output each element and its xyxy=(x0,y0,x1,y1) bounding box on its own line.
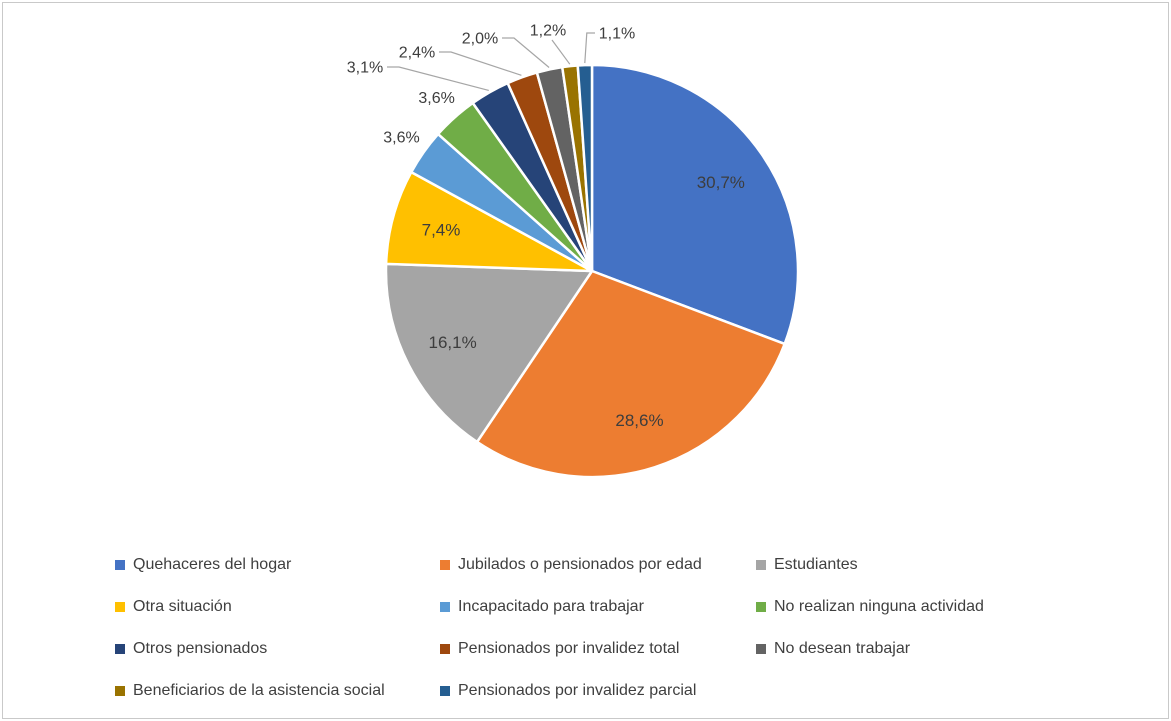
legend-item-7: Otros pensionados xyxy=(115,639,440,659)
pie-slice-11 xyxy=(576,63,594,273)
leader-line-9 xyxy=(502,37,550,68)
legend-label: Quehaceres del hogar xyxy=(133,556,292,573)
legend-swatch-icon xyxy=(440,560,450,570)
data-label-9: 2,0% xyxy=(462,31,498,48)
legend-label: Otros pensionados xyxy=(133,640,268,657)
legend-swatch-icon xyxy=(440,644,450,654)
legend-swatch-icon xyxy=(115,602,125,612)
legend-label: Estudiantes xyxy=(774,556,858,573)
legend-item-4: Otra situación xyxy=(115,597,440,617)
pie-slice-2 xyxy=(475,269,786,479)
legend-label: Incapacitado para trabajar xyxy=(458,598,644,615)
leader-line-7 xyxy=(387,66,489,91)
legend-swatch-icon xyxy=(756,602,766,612)
data-label-5: 3,6% xyxy=(383,129,419,146)
legend-item-10: Beneficiarios de la asistencia social xyxy=(115,681,440,701)
legend-swatch-icon xyxy=(756,560,766,570)
legend-item-1: Quehaceres del hogar xyxy=(115,555,440,575)
pie-slice-1 xyxy=(590,63,800,346)
legend-item-5: Incapacitado para trabajar xyxy=(440,597,756,617)
leader-line-10 xyxy=(551,39,571,65)
pie-slice-3 xyxy=(384,262,594,444)
legend-label: Otra situación xyxy=(133,598,232,615)
legend-item-3: Estudiantes xyxy=(756,555,1148,575)
data-label-1: 30,7% xyxy=(697,173,745,192)
pie-chart: 30,7% 28,6% 16,1% 7,4% 3,6% 3,6% 3,1% 2,4% 2,0% 1… xyxy=(347,23,800,479)
data-label-7: 3,1% xyxy=(347,60,383,77)
legend-item-9: No desean trabajar xyxy=(756,639,1148,659)
legend-item-6: No realizan ninguna actividad xyxy=(756,597,1148,617)
legend-label: No desean trabajar xyxy=(774,640,911,657)
legend: Quehaceres del hogar Jubilados o pensiona… xyxy=(115,555,1148,701)
data-label-10: 1,2% xyxy=(530,23,566,40)
legend-swatch-icon xyxy=(115,644,125,654)
legend-swatch-icon xyxy=(440,686,450,696)
legend-label: Pensionados por invalidez parcial xyxy=(458,682,697,699)
legend-label: Beneficiarios de la asistencia social xyxy=(133,682,385,699)
legend-item-2: Jubilados o pensionados por edad xyxy=(440,555,756,575)
legend-swatch-icon xyxy=(115,686,125,696)
pie-slice-4 xyxy=(384,170,594,273)
legend-label: Pensionados por invalidez total xyxy=(458,640,680,657)
legend-label: No realizan ninguna actividad xyxy=(774,598,984,615)
data-label-3: 16,1% xyxy=(428,333,476,352)
legend-item-11: Pensionados por invalidez parcial xyxy=(440,681,756,701)
leader-line-11 xyxy=(584,32,595,64)
legend-item-8: Pensionados por invalidez total xyxy=(440,639,756,659)
leader-line-8 xyxy=(439,51,522,76)
data-label-6: 3,6% xyxy=(418,90,454,107)
legend-swatch-icon xyxy=(756,644,766,654)
data-label-2: 28,6% xyxy=(615,411,663,430)
data-label-11: 1,1% xyxy=(599,26,635,43)
legend-swatch-icon xyxy=(440,602,450,612)
data-label-4: 7,4% xyxy=(422,221,461,240)
data-label-8: 2,4% xyxy=(399,45,435,62)
legend-swatch-icon xyxy=(115,560,125,570)
legend-label: Jubilados o pensionados por edad xyxy=(458,556,702,573)
